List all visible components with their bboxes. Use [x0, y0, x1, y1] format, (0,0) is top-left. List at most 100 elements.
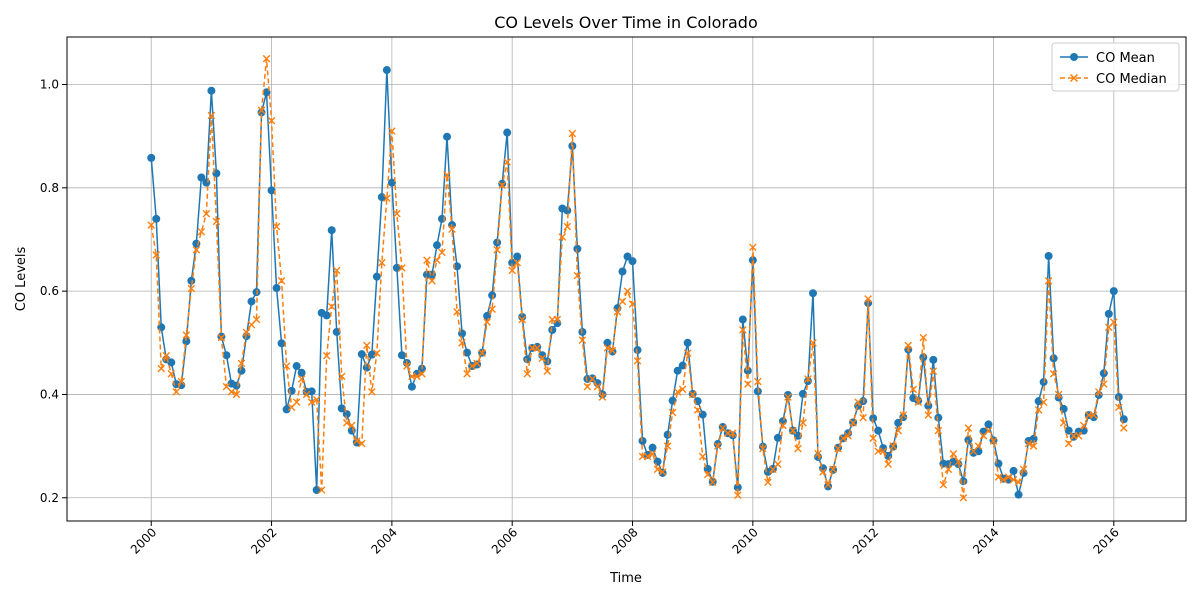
data-point	[508, 266, 516, 275]
data-point	[222, 351, 231, 360]
data-point	[393, 209, 401, 218]
data-point	[162, 351, 171, 360]
data-point	[453, 308, 461, 316]
data-point	[202, 178, 211, 187]
data-point	[603, 344, 612, 352]
data-point	[287, 386, 296, 395]
legend-marker-co-mean	[1070, 53, 1078, 61]
data-point	[718, 422, 727, 431]
data-point	[608, 347, 617, 356]
data-point	[608, 346, 617, 355]
data-point	[944, 465, 953, 474]
data-point	[959, 493, 968, 502]
data-point	[302, 390, 311, 399]
data-point	[187, 284, 196, 293]
data-point	[478, 349, 486, 357]
data-point	[889, 442, 898, 450]
data-point	[568, 129, 577, 138]
data-point	[257, 106, 266, 115]
data-point	[874, 426, 883, 435]
data-point	[899, 411, 908, 419]
data-point	[794, 444, 802, 453]
data-point	[663, 442, 672, 450]
data-point	[954, 457, 963, 466]
data-point	[368, 388, 376, 396]
data-point	[894, 418, 903, 427]
data-point	[783, 390, 792, 399]
data-point	[633, 357, 642, 365]
data-point	[623, 287, 632, 295]
data-point	[984, 426, 993, 435]
data-point	[819, 468, 827, 476]
data-point	[683, 349, 692, 357]
data-point	[688, 390, 697, 399]
data-point	[177, 377, 186, 386]
data-point	[809, 289, 817, 298]
data-point	[603, 338, 612, 347]
data-point	[407, 382, 416, 391]
data-point	[749, 243, 757, 252]
data-point	[152, 214, 161, 223]
data-point	[1039, 398, 1048, 406]
data-point	[1059, 419, 1068, 427]
data-point	[919, 353, 928, 362]
data-point	[533, 344, 542, 352]
data-point	[1039, 378, 1048, 387]
data-point	[638, 436, 647, 445]
data-point	[483, 311, 492, 320]
data-point	[523, 369, 532, 378]
data-point	[1049, 369, 1058, 378]
data-point	[327, 226, 336, 235]
data-point	[212, 217, 221, 226]
data-point	[282, 362, 291, 370]
data-point	[553, 315, 562, 324]
data-point	[272, 284, 281, 293]
data-point	[1024, 439, 1033, 448]
data-point	[849, 419, 857, 427]
data-point	[307, 387, 316, 396]
data-point	[703, 470, 712, 479]
data-point	[578, 336, 587, 345]
data-point	[277, 339, 286, 348]
data-point	[297, 375, 306, 383]
data-point	[488, 305, 496, 314]
data-point	[232, 381, 241, 390]
data-point	[292, 362, 301, 371]
data-point	[764, 478, 772, 487]
data-point	[443, 171, 451, 179]
data-point	[1049, 354, 1058, 363]
data-point	[1019, 465, 1028, 474]
data-point	[192, 246, 201, 254]
data-point	[347, 421, 356, 430]
data-point	[593, 382, 602, 391]
y-axis: 0.2 0.4 0.6 0.8 1.0	[40, 78, 67, 505]
data-point	[392, 263, 401, 272]
data-point	[297, 368, 306, 377]
series-layer	[147, 54, 1128, 502]
data-point	[1044, 277, 1053, 285]
data-point	[363, 341, 371, 350]
x-axis-label: Time	[609, 571, 642, 586]
data-point	[282, 405, 291, 414]
data-point	[713, 442, 722, 450]
data-point	[1009, 466, 1018, 475]
data-point	[839, 434, 847, 443]
data-point	[488, 291, 497, 300]
data-point	[207, 86, 216, 95]
y-tick-label: 0.4	[40, 387, 59, 401]
data-point	[558, 233, 567, 241]
data-point	[1009, 475, 1018, 484]
data-point	[267, 116, 276, 125]
data-point	[272, 222, 281, 231]
data-point	[914, 398, 923, 406]
data-point	[884, 460, 892, 468]
data-point	[974, 447, 983, 456]
data-point	[322, 311, 331, 320]
data-point	[859, 413, 867, 422]
data-point	[919, 333, 928, 342]
data-point	[498, 181, 506, 190]
data-point	[744, 380, 752, 388]
data-point	[332, 266, 341, 275]
data-point	[242, 328, 251, 337]
data-point	[869, 434, 877, 443]
